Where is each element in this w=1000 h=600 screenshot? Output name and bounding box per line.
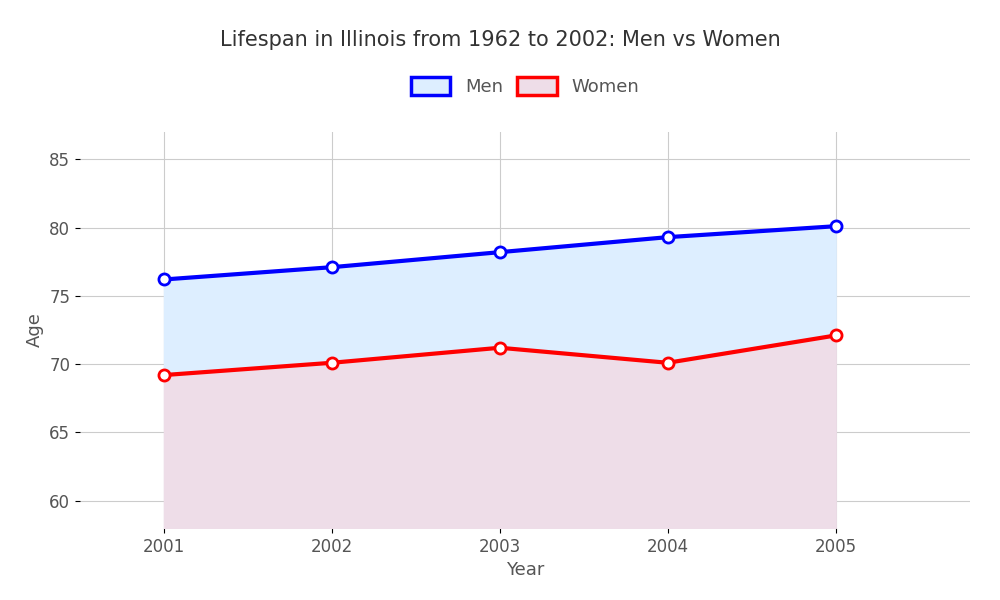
Legend: Men, Women: Men, Women	[404, 70, 646, 104]
X-axis label: Year: Year	[506, 561, 544, 579]
Y-axis label: Age: Age	[26, 313, 44, 347]
Text: Lifespan in Illinois from 1962 to 2002: Men vs Women: Lifespan in Illinois from 1962 to 2002: …	[220, 30, 780, 50]
